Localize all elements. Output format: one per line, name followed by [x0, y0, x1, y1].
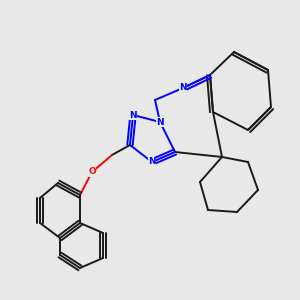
- Text: N: N: [156, 118, 164, 127]
- Text: N: N: [148, 158, 156, 166]
- Text: N: N: [129, 110, 137, 119]
- Text: N: N: [179, 83, 187, 92]
- Text: O: O: [88, 167, 96, 176]
